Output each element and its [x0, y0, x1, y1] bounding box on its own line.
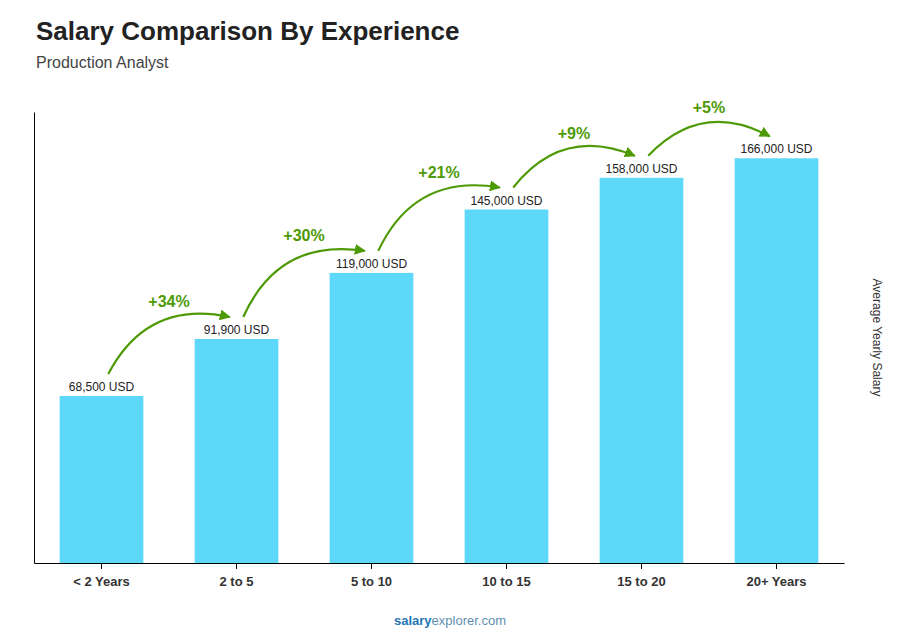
arrow — [648, 122, 770, 156]
bar — [60, 396, 144, 563]
tick-label: 2 to 5 — [220, 574, 254, 589]
annotation: +5% — [693, 99, 725, 116]
bars — [60, 158, 819, 563]
tick-mark — [371, 563, 372, 569]
arrow — [108, 314, 230, 374]
chart-container: Salary Comparison By Experience Productio… — [0, 0, 900, 641]
plot: < 2 Years 2 to 5 5 to 10 10 to 15 15 to 20 20… — [35, 99, 845, 589]
tick-mark — [641, 563, 642, 569]
data-label: 68,500 USD — [69, 380, 135, 394]
tick-label: 20+ Years — [746, 574, 806, 589]
tick-mark — [506, 563, 507, 569]
annotation: +34% — [148, 293, 189, 310]
tick-mark — [101, 563, 102, 569]
arrow — [513, 146, 635, 188]
tick-mark — [236, 563, 237, 569]
bar — [735, 158, 819, 563]
tick-label: < 2 Years — [73, 574, 130, 589]
tick-mark — [776, 563, 777, 569]
tick: 2 to 5 — [220, 563, 254, 589]
annotation: +30% — [283, 227, 324, 244]
bar — [600, 178, 684, 563]
tick: 20+ Years — [746, 563, 806, 589]
annotations: +34% +30% +21% +9% +5% — [108, 99, 770, 374]
axis-line — [34, 113, 35, 564]
bar — [465, 210, 549, 563]
axis-line — [35, 563, 845, 564]
axis-title: Average Yearly Salary — [870, 279, 884, 397]
tick-label: 10 to 15 — [482, 574, 530, 589]
bar — [195, 339, 279, 563]
tick: 5 to 10 — [351, 563, 392, 589]
data-label: 145,000 USD — [470, 194, 542, 208]
tick: 10 to 15 — [482, 563, 530, 589]
tick-label: 15 to 20 — [617, 574, 665, 589]
data-label: 91,900 USD — [204, 323, 270, 337]
footer: salaryexplorer.com — [394, 613, 506, 628]
tick: 15 to 20 — [617, 563, 665, 589]
title: Salary Comparison By Experience — [36, 16, 459, 46]
footer-text: explorer.com — [432, 613, 506, 628]
data-label: 166,000 USD — [740, 142, 812, 156]
subtitle: Production Analyst — [36, 54, 169, 71]
annotation: +9% — [558, 125, 590, 142]
arrow — [243, 249, 365, 317]
annotation: +21% — [418, 164, 459, 181]
arrow — [378, 185, 500, 251]
tick-label: 5 to 10 — [351, 574, 392, 589]
x-axis: < 2 Years 2 to 5 5 to 10 10 to 15 15 to 20 20… — [35, 563, 845, 589]
data-label: 119,000 USD — [336, 257, 407, 271]
y-axis — [34, 113, 35, 564]
footer-text: salary — [394, 613, 432, 628]
bar — [330, 273, 414, 563]
chart-svg: Salary Comparison By Experience Productio… — [0, 0, 900, 641]
tick: < 2 Years — [73, 563, 130, 589]
data-label: 158,000 USD — [605, 162, 677, 176]
